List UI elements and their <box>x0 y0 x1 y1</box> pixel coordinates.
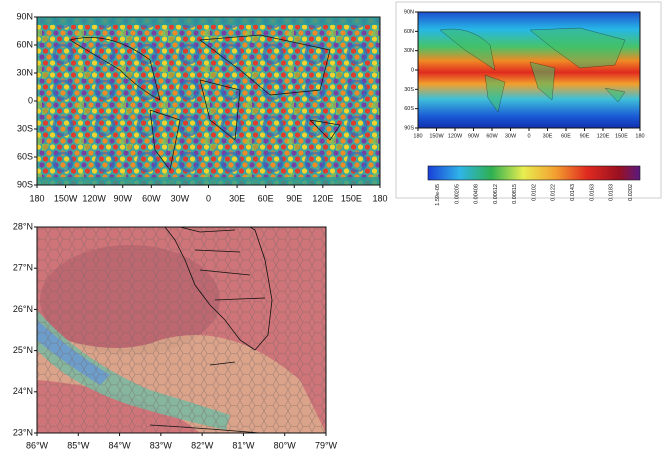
lon-label: 90W <box>468 133 480 139</box>
lat-label: 26°N <box>13 304 33 314</box>
lon-label: 150E <box>341 193 362 203</box>
lat-label: 60N <box>404 29 414 35</box>
lon-label: 60W <box>142 193 161 203</box>
lon-label: 90E <box>286 193 302 203</box>
lon-label: 150W <box>54 193 78 203</box>
colorbar-label: 0.00205 <box>454 184 460 204</box>
lon-label: 79°W <box>315 440 338 450</box>
colorbar-label: 0.0143 <box>570 184 576 201</box>
polar-band <box>37 17 380 25</box>
colorbar-label: 0.0122 <box>551 184 557 201</box>
lon-label: 83°W <box>150 440 173 450</box>
colorbar-label: 0.0183 <box>609 184 615 201</box>
map-field-overlay <box>37 17 380 185</box>
lat-label: 90N <box>16 11 33 21</box>
lon-label: 180 <box>413 133 422 139</box>
lat-label: 90S <box>404 125 414 131</box>
lon-label: 90W <box>113 193 132 203</box>
lon-label: 0 <box>206 193 211 203</box>
lon-label: 30E <box>229 193 245 203</box>
lon-label: 180 <box>29 193 44 203</box>
lat-label: 0 <box>411 67 414 73</box>
lon-label: 84°W <box>109 440 132 450</box>
colorbar-label: 0.00408 <box>474 184 480 204</box>
colorbar-label: 0.0202 <box>628 184 634 201</box>
lat-label: 28°N <box>13 221 33 231</box>
lon-label: 120E <box>597 133 610 139</box>
lon-label: 30W <box>171 193 190 203</box>
lon-label: 90E <box>580 133 590 139</box>
lon-label: 60E <box>561 133 571 139</box>
lat-label: 27°N <box>13 263 33 273</box>
colorbar-label: 0.00612 <box>493 184 499 204</box>
colorbar-label: 0.00815 <box>512 184 518 204</box>
lon-label: 30E <box>543 133 553 139</box>
colorbar <box>427 165 641 181</box>
lat-label: 30S <box>17 123 33 133</box>
lon-label: 180 <box>372 193 387 203</box>
coastlines <box>69 34 341 171</box>
lat-label: 23°N <box>13 427 33 437</box>
lon-label: 86°W <box>26 440 49 450</box>
lat-label: 24°N <box>13 386 33 396</box>
lon-label: 150E <box>615 133 628 139</box>
lon-label: 85°W <box>67 440 90 450</box>
lat-label: 30N <box>404 48 414 54</box>
lon-label: 0 <box>527 133 530 139</box>
lat-label: 60S <box>17 151 33 161</box>
lon-label: 80°W <box>274 440 297 450</box>
lat-label: 60N <box>16 39 33 49</box>
lat-label: 90S <box>17 179 33 189</box>
lon-label: 82°W <box>191 440 214 450</box>
lon-label: 180 <box>635 133 644 139</box>
coastlines <box>439 27 626 113</box>
coastlines <box>149 227 273 433</box>
lon-label: 120W <box>82 193 106 203</box>
polar-band <box>37 177 380 185</box>
map-frame <box>36 226 327 434</box>
lon-label: 120W <box>448 133 463 139</box>
lon-label: 150W <box>429 133 444 139</box>
mesh <box>37 227 326 433</box>
lat-label: 90N <box>404 9 414 15</box>
lat-label: 0 <box>28 95 33 105</box>
colorbar-label: 0.0163 <box>589 184 595 201</box>
lon-label: 60E <box>258 193 274 203</box>
colorbar-label: 0.0102 <box>531 184 537 201</box>
lat-label: 30S <box>404 87 414 93</box>
lat-label: 60S <box>404 106 414 112</box>
lon-label: 81°W <box>232 440 255 450</box>
lon-label: 30W <box>505 133 517 139</box>
lon-label: 120E <box>312 193 333 203</box>
lat-label: 30N <box>16 67 33 77</box>
lon-label: 60W <box>486 133 498 139</box>
colorbar-label: 1.59e-05 <box>435 184 441 206</box>
lat-label: 25°N <box>13 345 33 355</box>
